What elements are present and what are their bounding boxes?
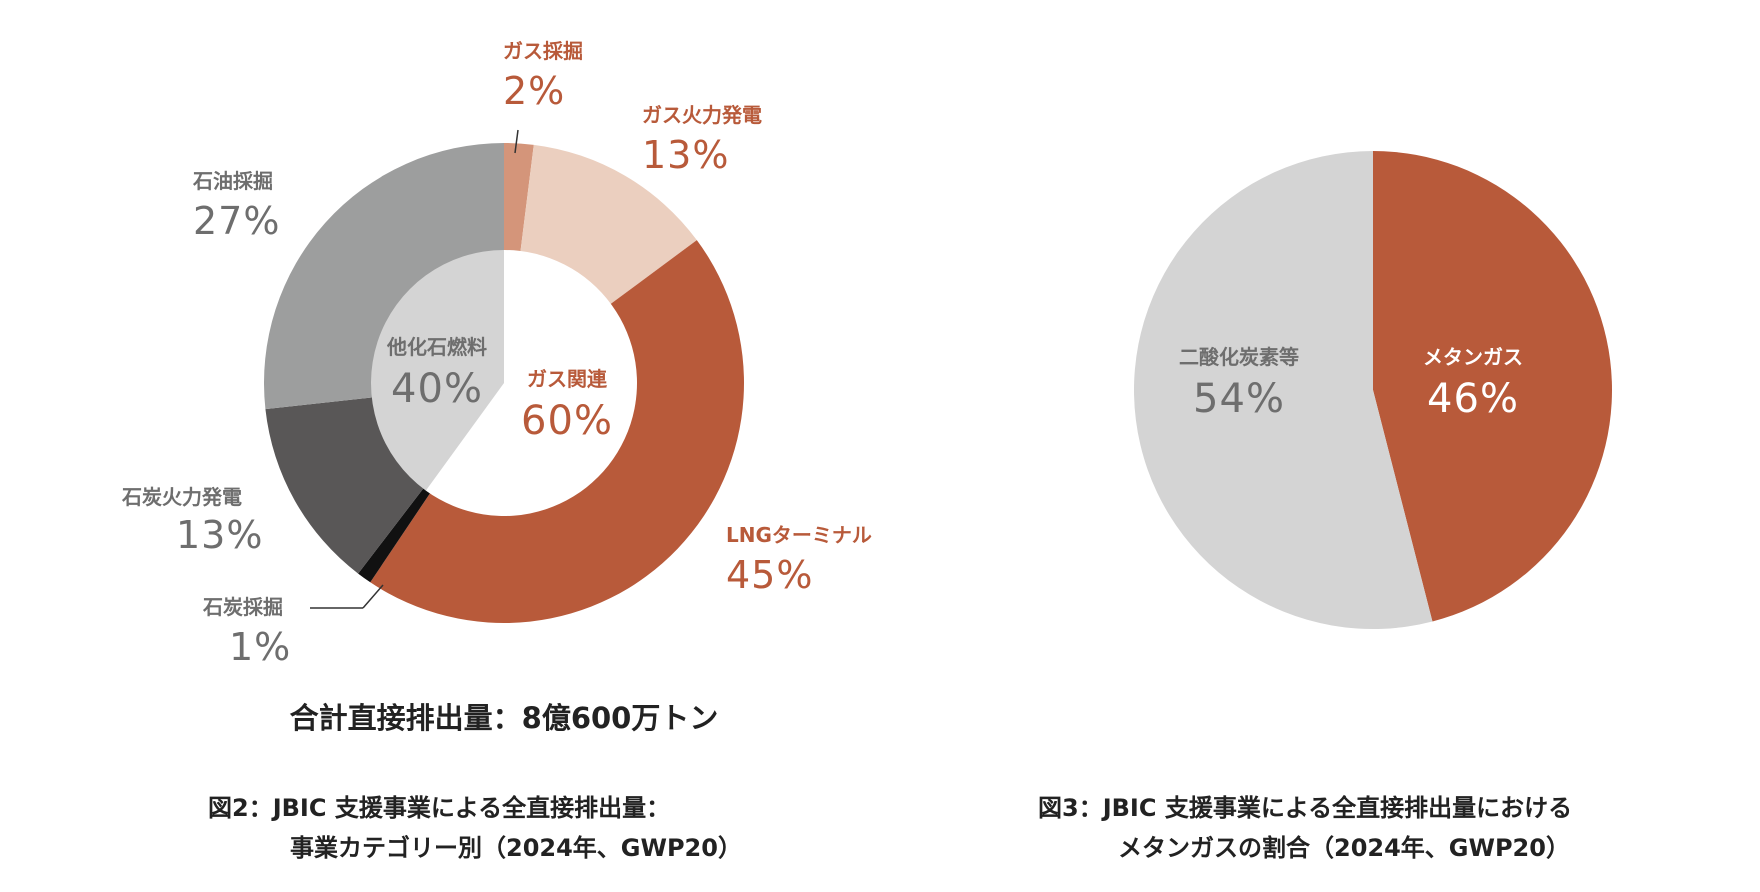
label-methane-name: メタンガス (1423, 345, 1523, 369)
label-gas-mining-name: ガス採掘 (503, 39, 583, 63)
donut-outer-slice-1 (520, 144, 697, 305)
figure-2-caption-line-1: 図2：JBIC 支援事業による全直接排出量： (208, 794, 670, 822)
pie-slice-0 (1373, 151, 1612, 622)
donut-outer-slice-0 (504, 143, 534, 253)
total-emissions-text: 合計直接排出量：8億600万トン (290, 701, 719, 735)
leader-line-coal-mining-2 (362, 584, 384, 609)
donut-outer-slice-3 (358, 487, 431, 583)
donut-outer-slice-2 (370, 240, 745, 624)
donut-inner-slice-1 (425, 250, 637, 516)
figure-3-caption-line-2: メタンガスの割合（2024年、GWP20） (1118, 834, 1570, 862)
leader-line-gas-mining (514, 129, 519, 154)
label-coal-mining-pct: 1% (229, 625, 291, 669)
label-gas-power-pct: 13% (642, 133, 729, 177)
label-oil-mining-pct: 27% (193, 199, 280, 243)
figure-3-pie-chart: メタンガス 46% 二酸化炭素等 54% 図3：JBIC 支援事業による全直接排… (1038, 151, 1612, 862)
label-methane-pct: 46% (1427, 376, 1519, 422)
label-other-fossil-name: 他化石燃料 (386, 335, 487, 359)
figure-3-caption-line-1: 図3：JBIC 支援事業による全直接排出量における (1038, 794, 1572, 822)
donut-outer-slice-4 (265, 397, 424, 574)
label-coal-mining-name: 石炭採掘 (202, 595, 283, 619)
figure-2-donut-chart: ガス採掘 2% ガス火力発電 13% LNGターミナル 45% 石炭採掘 1% … (121, 39, 872, 862)
label-coal-power-name: 石炭火力発電 (121, 485, 242, 509)
label-co2-name: 二酸化炭素等 (1179, 345, 1299, 369)
donut-outer-slice-5 (264, 143, 504, 410)
donut-outer-ring (264, 143, 745, 624)
label-gas-related-name: ガス関連 (527, 367, 608, 391)
figure-2-caption-line-2: 事業カテゴリー別（2024年、GWP20） (290, 834, 742, 862)
label-lng-terminal-name: LNGターミナル (726, 523, 872, 547)
label-gas-mining-pct: 2% (503, 69, 565, 113)
label-lng-terminal-pct: 45% (726, 553, 813, 597)
donut-inner-ring (371, 250, 637, 516)
label-co2-pct: 54% (1193, 376, 1285, 422)
label-gas-power-name: ガス火力発電 (642, 103, 762, 127)
label-coal-power-pct: 13% (176, 513, 263, 557)
label-oil-mining-name: 石油採掘 (192, 169, 273, 193)
label-gas-related-pct: 60% (521, 398, 613, 444)
label-other-fossil-pct: 40% (391, 366, 483, 412)
donut-inner-slice-0 (371, 250, 504, 491)
pie-slice-1 (1133, 151, 1433, 630)
pie-slices (1133, 151, 1612, 630)
